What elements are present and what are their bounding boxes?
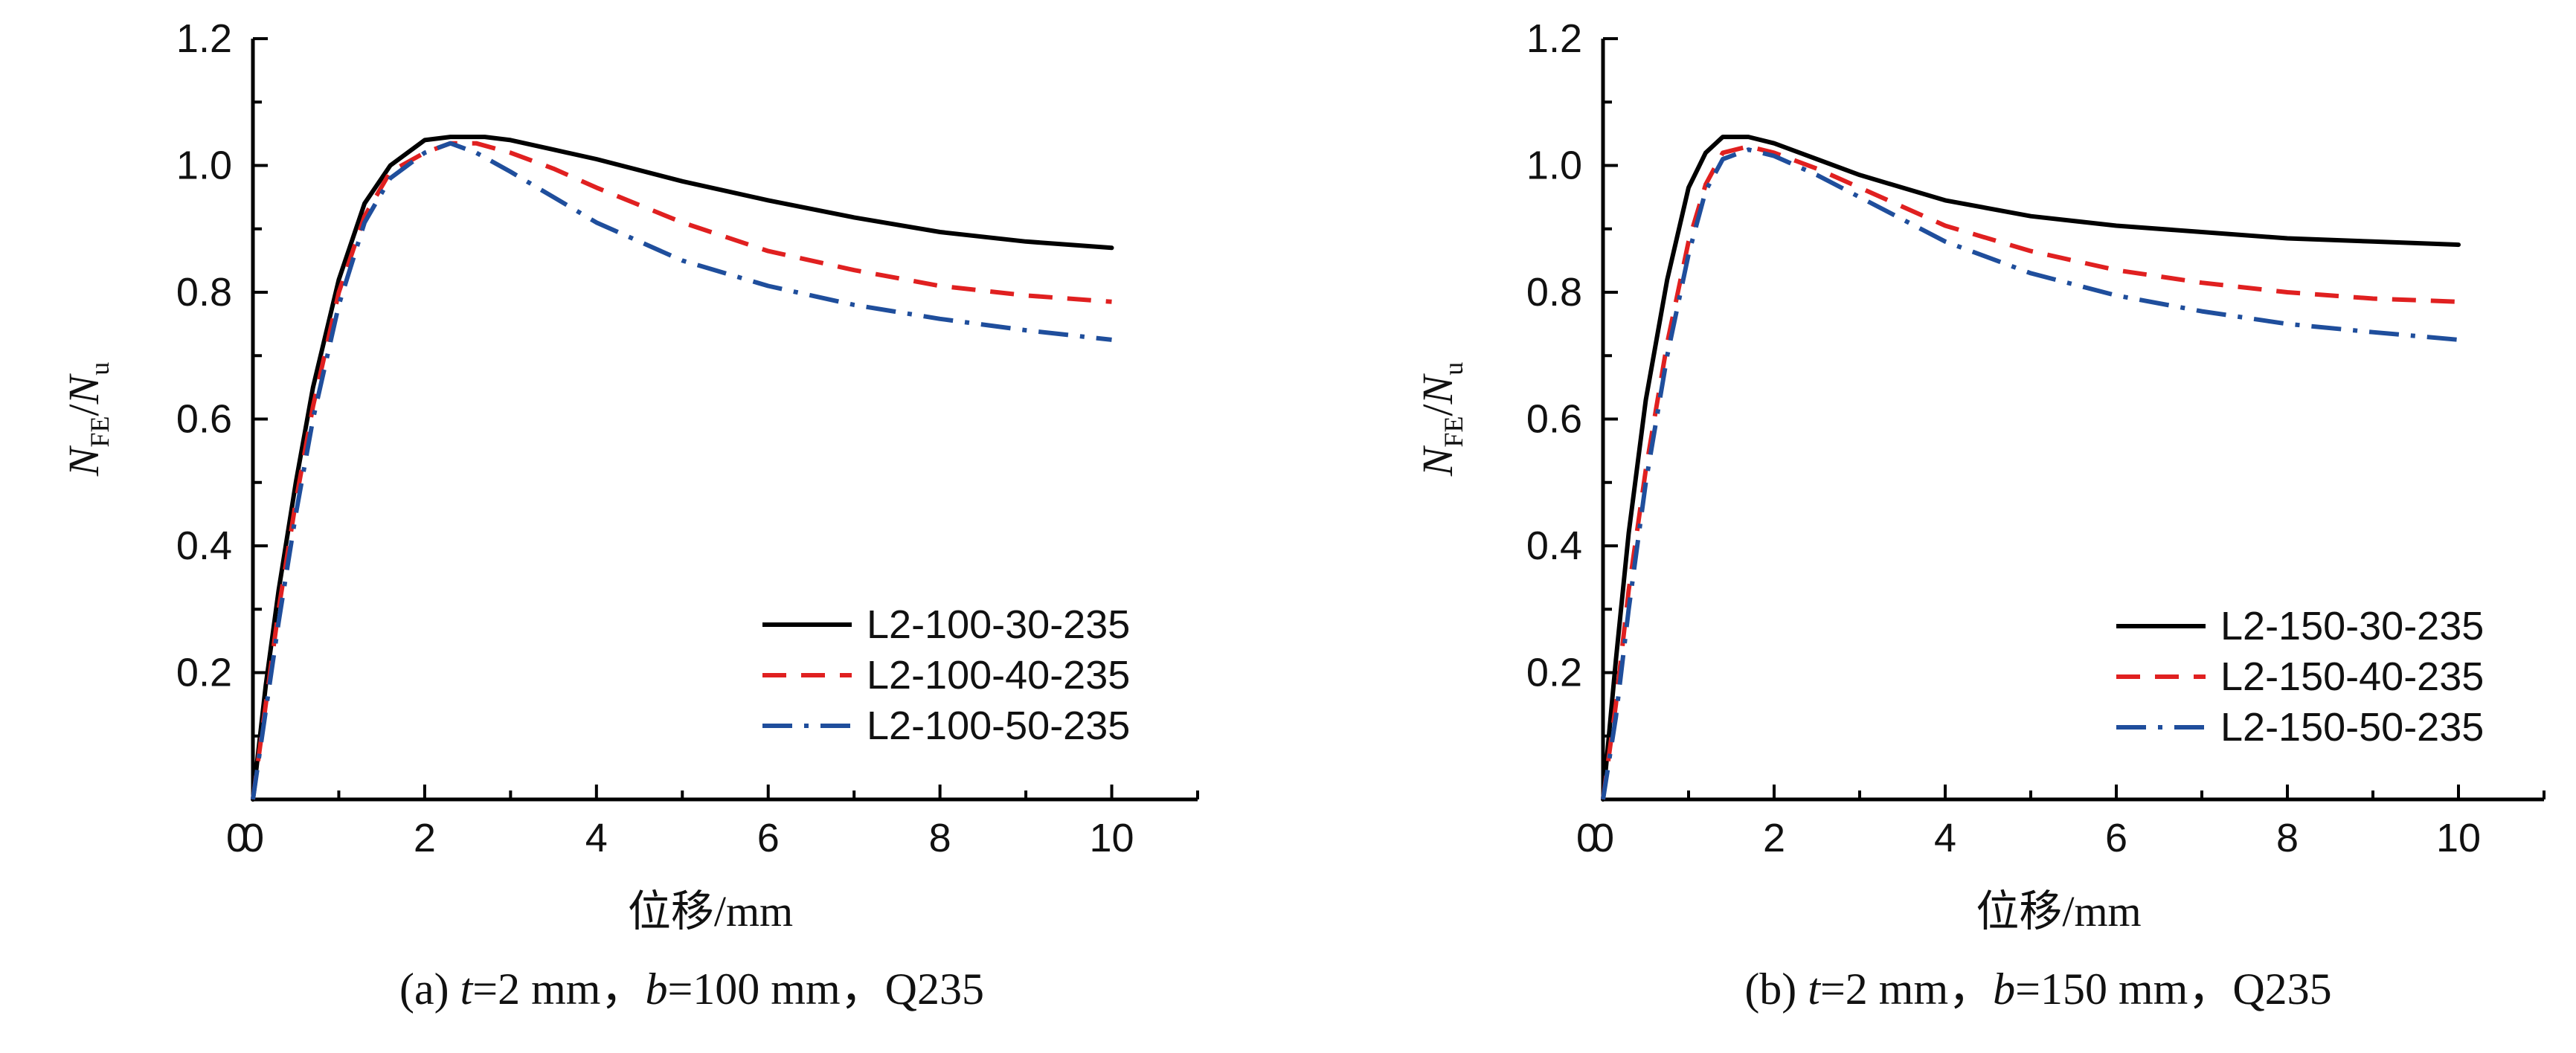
x-tick-label: 0 [242, 816, 264, 860]
origin-tick-label: 0 [226, 816, 248, 860]
panel-caption: (a) t=2 mm，b=100 mm，Q235 [399, 965, 984, 1014]
x-tick-label: 6 [757, 816, 780, 860]
x-tick-label: 10 [2436, 816, 2481, 860]
caption-end: =100 mm，Q235 [667, 965, 984, 1014]
series-line-3 [1601, 147, 2459, 800]
y-tick-label: 0.6 [176, 397, 232, 442]
y-tick-label: 0.8 [1526, 270, 1582, 315]
legend-label-2: L2-100-40-235 [867, 653, 1130, 698]
y-title-sep: / [1413, 404, 1462, 416]
y-title-sub-2: u [1439, 362, 1468, 376]
caption-prefix: (a) [399, 965, 460, 1014]
y-tick-label: 1.2 [176, 16, 232, 61]
x-tick-label: 6 [2105, 816, 2127, 860]
caption-mid: =2 mm， [1820, 965, 1993, 1014]
y-axis-title: NFE/Nu [60, 362, 115, 477]
x-tick-label: 8 [2276, 816, 2299, 860]
legend-label-1: L2-150-30-235 [2220, 604, 2484, 648]
series-line-3 [251, 141, 1112, 800]
panel-caption: (b) t=2 mm，b=150 mm，Q235 [1744, 965, 2331, 1014]
y-title-sub-1: FE [85, 416, 115, 448]
y-tick-label: 0.8 [176, 270, 232, 315]
y-title-var-2: N [1413, 373, 1462, 405]
y-title-var-2: N [60, 373, 108, 405]
caption-var-t: t [460, 965, 474, 1014]
legend-label-3: L2-100-50-235 [867, 703, 1130, 748]
caption-var-b: b [1993, 965, 2015, 1014]
caption-prefix: (b) [1744, 965, 1808, 1014]
series-line-2 [251, 141, 1112, 800]
y-tick-label: 0.4 [176, 524, 232, 568]
x-tick-label: 10 [1090, 816, 1134, 860]
chart-panel-a: 0 2 4 6 8 100.20.40.60.81.01.20位移/mmNFE/NuL2-… [60, 16, 1199, 1014]
caption-mid: =2 mm， [472, 965, 645, 1014]
series-line-1 [251, 135, 1114, 802]
x-tick-label: 8 [929, 816, 951, 860]
caption-var-t: t [1808, 965, 1821, 1014]
y-tick-label: 1.2 [1526, 16, 1582, 61]
x-tick-label: 4 [585, 816, 608, 860]
y-tick-label: 1.0 [176, 144, 232, 188]
x-tick-label: 4 [1934, 816, 1956, 860]
y-title-sep: / [60, 404, 108, 416]
x-axis-title: 位移/mm [628, 887, 793, 936]
legend-label-3: L2-150-50-235 [2220, 705, 2484, 750]
y-title-sub-2: u [85, 362, 115, 376]
y-axis-title: NFE/Nu [1413, 362, 1468, 477]
y-tick-label: 0.2 [176, 651, 232, 695]
y-tick-label: 0.6 [1526, 397, 1582, 442]
x-axis-title: 位移/mm [1976, 887, 2141, 936]
x-tick-label: 2 [1763, 816, 1785, 860]
caption-end: =150 mm，Q235 [2015, 965, 2332, 1014]
y-tick-label: 1.0 [1526, 144, 1582, 188]
series-line-1 [1601, 135, 2461, 802]
caption-var-b: b [645, 965, 667, 1014]
x-tick-label: 2 [414, 816, 436, 860]
legend-label-1: L2-100-30-235 [867, 602, 1130, 647]
legend-label-2: L2-150-40-235 [2220, 654, 2484, 699]
y-title-var-1: N [1413, 445, 1462, 477]
x-tick-label: 0 [1592, 816, 1614, 860]
y-tick-label: 0.4 [1526, 524, 1582, 568]
chart-panel-b: 0 2 4 6 8 100.20.40.60.81.01.20位移/mmNFE/NuL2-… [1413, 16, 2546, 1014]
y-title-var-1: N [60, 445, 108, 477]
y-tick-label: 0.2 [1526, 651, 1582, 695]
origin-tick-label: 0 [1576, 816, 1599, 860]
series-line-2 [1601, 144, 2459, 800]
y-title-sub-1: FE [1439, 416, 1468, 448]
